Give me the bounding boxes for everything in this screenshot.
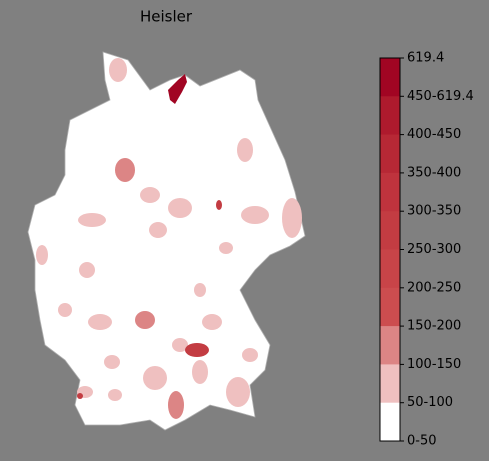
colorbar-segment — [380, 172, 400, 212]
colorbar-segment — [380, 249, 400, 289]
region — [168, 198, 192, 218]
colorbar-label: 350-400 — [407, 165, 461, 180]
region — [36, 245, 48, 265]
region — [149, 222, 167, 238]
region — [108, 389, 122, 401]
region — [88, 314, 112, 330]
region — [78, 213, 106, 227]
colorbar-label: 619.4 — [407, 51, 444, 66]
region — [237, 138, 253, 162]
colorbar-label: 50-100 — [407, 395, 453, 410]
regions-strong — [77, 200, 222, 399]
region — [77, 393, 83, 399]
colorbar-segment — [380, 326, 400, 365]
region — [219, 242, 233, 254]
region — [194, 283, 206, 297]
country-outline — [27, 51, 306, 431]
region — [202, 314, 222, 330]
region — [185, 343, 209, 357]
region — [242, 348, 258, 362]
region — [140, 187, 160, 203]
colorbar-label: 150-200 — [407, 319, 461, 334]
colorbar: 619.4 450-619.4 400-450 350-400 300-350 250-3… — [379, 51, 474, 449]
region — [58, 303, 72, 317]
colorbar-label: 100-150 — [407, 357, 461, 372]
colorbar-segment — [380, 134, 400, 174]
region — [115, 158, 135, 182]
region — [143, 366, 167, 390]
colorbar-label: 400-450 — [407, 127, 461, 142]
region — [79, 262, 95, 278]
region — [104, 355, 120, 369]
colorbar-segment — [380, 402, 400, 442]
region — [226, 377, 250, 407]
region-dark — [168, 74, 187, 104]
regions-medium — [115, 158, 184, 419]
colorbar-segment — [380, 58, 400, 97]
region — [109, 58, 127, 82]
region — [135, 311, 155, 329]
regions-light — [36, 58, 302, 407]
colorbar-segment — [380, 211, 400, 250]
region — [282, 198, 302, 238]
colorbar-label: 250-300 — [407, 242, 461, 257]
region — [216, 200, 222, 210]
region — [192, 360, 208, 384]
map — [27, 51, 306, 431]
region — [172, 338, 188, 352]
region — [168, 391, 184, 419]
map-title: Heisler — [140, 8, 193, 26]
colorbar-label: 450-619.4 — [407, 89, 474, 104]
colorbar-label: 200-250 — [407, 280, 461, 295]
colorbar-segment — [380, 96, 400, 136]
region — [241, 206, 269, 224]
colorbar-segment — [380, 364, 400, 404]
colorbar-label: 0-50 — [407, 434, 437, 449]
colorbar-label: 300-350 — [407, 204, 461, 219]
colorbar-segment — [380, 287, 400, 327]
